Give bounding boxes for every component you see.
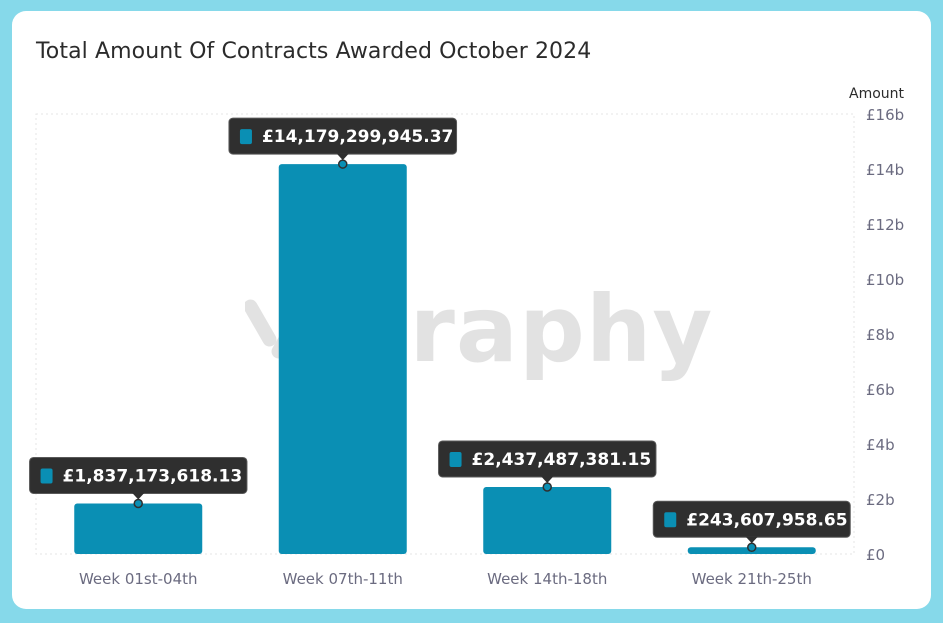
y-tick-label: £4b [866,436,895,454]
data-label-tooltip: £1,837,173,618.13 [29,456,248,509]
bar-marker [133,498,143,509]
data-label: £14,179,299,945.37 [262,127,453,147]
data-label: £1,837,173,618.13 [63,466,243,486]
y-tick-label: £10b [866,271,904,289]
y-tick-label: £0 [866,546,885,564]
x-tick-label: Week 21th-25th [692,570,812,588]
tooltip-pointer [745,536,758,544]
bar[interactable] [483,486,612,554]
legend-swatch-icon [40,468,53,484]
bar-marker [542,482,552,492]
chart-title: Total Amount Of Contracts Awarded Octobe… [36,39,592,64]
data-label: £243,607,958.65 [686,510,847,530]
data-label: £2,437,487,381.15 [472,450,652,470]
y-tick-label: £2b [866,491,895,509]
bar-marker [338,159,348,169]
bar[interactable] [278,164,407,554]
x-tick-label: Week 01st-04th [79,570,198,588]
data-label-tooltip: £243,607,958.65 [652,500,851,553]
legend-swatch-icon [449,451,462,467]
y-tick-label: £16b [866,106,904,124]
y-tick-label: £12b [866,216,904,234]
y-tick-label: £6b [866,381,895,399]
plot-area-border [35,113,855,555]
y-tick-label: £14b [866,161,904,179]
data-label-tooltip: £2,437,487,381.15 [438,440,657,492]
bar[interactable] [74,503,203,554]
data-label-tooltip: £14,179,299,945.37 [228,117,458,169]
legend-swatch-icon [664,512,677,528]
tooltip-pointer [132,492,145,500]
bar-marker [747,542,757,553]
tooltip-pointer [336,153,349,161]
y-tick-label: £8b [866,326,895,344]
tooltip-pointer [541,476,554,483]
legend-swatch-icon [239,129,252,145]
y-axis-title: Amount [849,86,905,102]
x-tick-label: Week 07th-11th [283,570,403,588]
x-tick-label: Week 14th-18th [487,570,607,588]
